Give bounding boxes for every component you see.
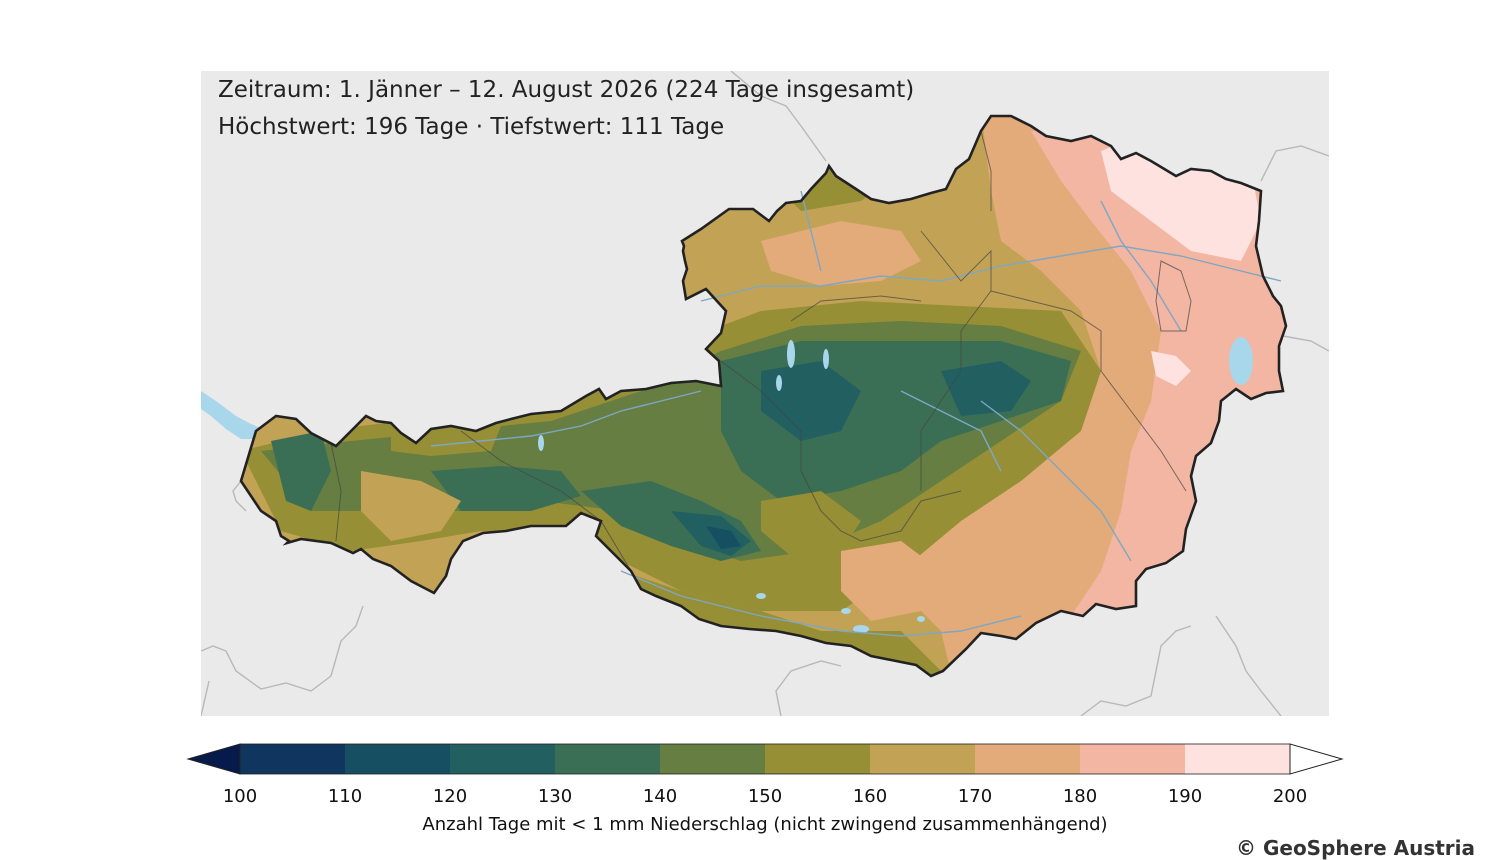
colorbar-bin-160-170 xyxy=(870,744,976,774)
colorbar-bin-140-150 xyxy=(660,744,766,774)
info-period: Zeitraum: 1. Jänner – 12. August 2026 (2… xyxy=(218,77,915,103)
colorbar-tick-label: 130 xyxy=(537,786,573,807)
colorbar-bin-110-120 xyxy=(345,744,451,774)
colorbar-bin-170-180 xyxy=(975,744,1081,774)
colorbar-tick-label: 100 xyxy=(222,786,258,807)
colorbar-bin-130-140 xyxy=(555,744,661,774)
colorbar-bin-180-190 xyxy=(1080,744,1186,774)
colorbar xyxy=(186,743,1344,775)
colorbar-tick-label: 110 xyxy=(327,786,363,807)
colorbar-bin-100-110 xyxy=(240,744,346,774)
colorbar-tick-label: 180 xyxy=(1062,786,1098,807)
colorbar-tick-label: 170 xyxy=(957,786,993,807)
colorbar-over-arrow xyxy=(1289,743,1344,775)
rivers xyxy=(430,190,1282,637)
colorbar-caption: Anzahl Tage mit < 1 mm Niederschlag (nic… xyxy=(422,814,1108,835)
colorbar-tick-label: 140 xyxy=(642,786,678,807)
state-borders xyxy=(330,130,1192,572)
colorbar-under-arrow xyxy=(186,743,241,775)
colorbar-bin-150-160 xyxy=(765,744,871,774)
neighbour-borders xyxy=(201,71,1329,716)
austria-map xyxy=(201,71,1329,716)
credit: © GeoSphere Austria xyxy=(1236,836,1475,860)
colorbar-tick-label: 190 xyxy=(1167,786,1203,807)
map-panel: Zeitraum: 1. Jänner – 12. August 2026 (2… xyxy=(201,71,1329,716)
info-extremes: Höchstwert: 196 Tage · Tiefstwert: 111 T… xyxy=(218,114,725,140)
colorbar-bin-120-130 xyxy=(450,744,556,774)
colorbar-tick-label: 160 xyxy=(852,786,888,807)
lake-constance xyxy=(201,391,263,439)
colorbar-tick-label: 120 xyxy=(432,786,468,807)
colorbar-bin-190-200 xyxy=(1185,744,1291,774)
colorbar-tick-label: 200 xyxy=(1272,786,1308,807)
colorbar-tick-label: 150 xyxy=(747,786,783,807)
lakes xyxy=(538,337,1253,633)
